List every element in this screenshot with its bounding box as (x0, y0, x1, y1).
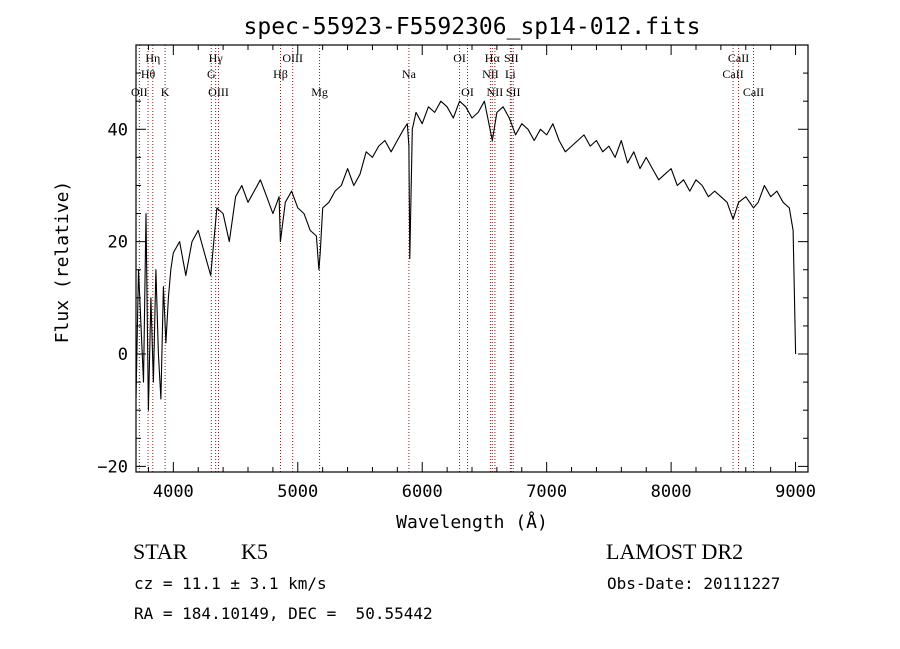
line-marker-label: OIII (282, 51, 303, 65)
chart-title: spec-55923-F5592306_sp14-012.fits (244, 14, 701, 40)
x-tick-label: 6000 (402, 482, 443, 502)
line-marker-label: Na (402, 67, 417, 81)
line-marker-label: OI (453, 51, 466, 65)
x-tick-label: 8000 (651, 482, 692, 502)
line-marker-label: Hθ (141, 67, 156, 81)
y-tick-label: 0 (118, 345, 128, 365)
line-marker-label: CaII (722, 67, 743, 81)
observation-date: Obs-Date: 20111227 (607, 574, 781, 593)
line-marker-label: K (161, 85, 170, 99)
line-marker-label: Hη (145, 51, 160, 65)
x-axis-label: Wavelength (Å) (396, 511, 548, 533)
line-marker-label: OI (461, 85, 474, 99)
y-tick-label: −20 (97, 457, 128, 477)
line-marker-label: SII (504, 51, 519, 65)
x-tick-label: 9000 (775, 482, 816, 502)
line-marker-label: Hα (485, 51, 501, 65)
y-axis-label: Flux (relative) (52, 181, 73, 344)
y-tick-label: 20 (108, 233, 128, 253)
line-marker-label: OIII (208, 85, 229, 99)
axis-layer: 4000 5000 6000 7000 8000 9000 −20 0 20 40 (97, 44, 816, 502)
coordinates: RA = 184.10149, DEC = 50.55442 (134, 604, 433, 623)
x-tick-label: 5000 (277, 482, 318, 502)
object-class: STAR (133, 539, 188, 564)
survey-name: LAMOST DR2 (606, 539, 744, 564)
line-marker-label: G (207, 67, 216, 81)
x-tick-label: 7000 (526, 482, 567, 502)
line-marker-label: CaII (743, 85, 764, 99)
y-tick-label: 40 (108, 120, 128, 140)
line-marker-label: NII (487, 85, 504, 99)
line-marker-label: Mg (311, 85, 328, 99)
line-marker-label: NII (482, 67, 499, 81)
x-tick-label: 4000 (153, 482, 194, 502)
line-marker-label: SII (506, 85, 521, 99)
plot-frame (135, 44, 809, 473)
line-marker-label: CaII (728, 51, 749, 65)
line-marker-label: Hγ (209, 51, 224, 65)
line-marker-label: Hβ (273, 67, 288, 81)
spectrum-line (135, 100, 797, 411)
line-marker-label: Li (505, 67, 516, 81)
redshift-velocity: cz = 11.1 ± 3.1 km/s (134, 574, 327, 593)
line-marker-label: OII (131, 85, 148, 99)
object-subclass: K5 (241, 539, 268, 564)
